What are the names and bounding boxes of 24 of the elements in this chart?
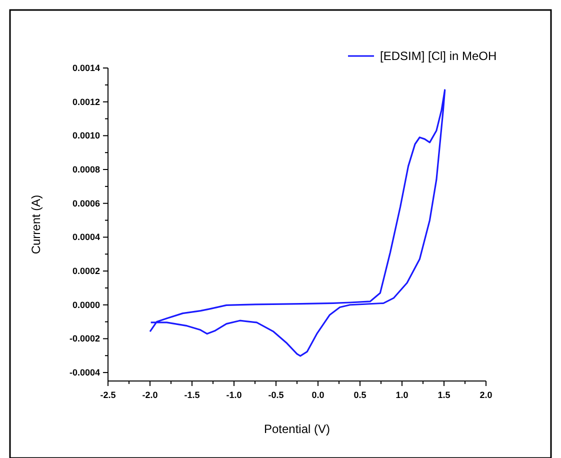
y-tick-label: 0.0004 <box>72 232 100 242</box>
x-tick-label: -2.0 <box>142 390 158 400</box>
x-tick-label: -0.5 <box>268 390 284 400</box>
x-tick-label: -1.5 <box>184 390 200 400</box>
legend-label: [EDSIM] [Cl] in MeOH <box>380 49 497 63</box>
y-tick-label: 0.0012 <box>72 96 100 107</box>
y-tick-label: 0.0014 <box>72 63 100 73</box>
x-tick-label: 2.0 <box>480 390 492 400</box>
y-axis-title: Current (A) <box>29 194 43 254</box>
y-tick-label: 0.0008 <box>72 164 100 175</box>
x-tick-label: 0.0 <box>312 390 324 400</box>
y-tick-label: 0.0000 <box>72 300 100 310</box>
x-axis-title: Potential (V) <box>264 422 330 436</box>
y-tick-label: -0.0004 <box>69 368 100 378</box>
x-tick-label: 1.5 <box>438 390 450 400</box>
y-tick-label: 0.0002 <box>72 266 100 276</box>
y-tick-label: -0.0002 <box>69 334 100 344</box>
y-tick-label: 0.0010 <box>72 130 100 141</box>
x-tick-label: 1.0 <box>396 390 408 400</box>
x-tick-label: -2.5 <box>100 390 116 400</box>
x-tick-label: 0.5 <box>354 390 366 400</box>
y-tick-label: 0.0006 <box>72 198 100 208</box>
x-tick-label: -1.0 <box>226 390 242 400</box>
line-series <box>149 89 446 357</box>
